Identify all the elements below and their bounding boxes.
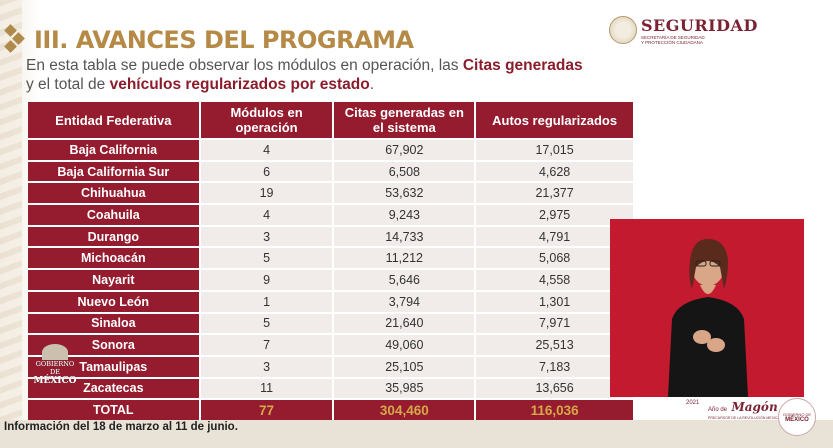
state-cell: Zacatecas <box>28 378 199 399</box>
appointments-cell: 14,733 <box>334 226 475 247</box>
cars-cell: 4,791 <box>476 226 633 247</box>
table-row: Coahuila 4 9,243 2,975 <box>28 205 633 225</box>
seal-icon <box>609 16 637 44</box>
appointments-cell: 3,794 <box>334 291 475 312</box>
state-cell: Coahuila <box>28 205 199 225</box>
total-row: TOTAL 77 304,460 116,036 <box>28 400 633 420</box>
cars-cell: 17,015 <box>476 140 633 160</box>
appointments-cell: 21,640 <box>334 313 475 334</box>
table-row: Sonora 7 49,060 25,513 <box>28 335 633 355</box>
page-title: III. AVANCES DEL PROGRAMA <box>34 26 414 54</box>
modules-cell: 1 <box>200 291 333 312</box>
footer-bar <box>0 420 833 448</box>
appointments-cell: 35,985 <box>334 378 475 399</box>
state-cell: Michoacán <box>28 248 199 269</box>
modules-cell: 4 <box>200 205 333 225</box>
appointments-cell: 6,508 <box>334 161 475 182</box>
cars-cell: 7,971 <box>476 313 633 334</box>
cars-cell: 7,183 <box>476 356 633 377</box>
eagle-icon <box>42 344 68 360</box>
appointments-cell: 53,632 <box>334 183 475 204</box>
cars-cell: 13,656 <box>476 378 633 399</box>
table-row: Nayarit 9 5,646 4,558 <box>28 270 633 290</box>
state-cell: Sinaloa <box>28 313 199 334</box>
table-row: Baja California 4 67,902 17,015 <box>28 140 633 160</box>
state-cell: Sonora <box>28 335 199 355</box>
state-cell: Baja California Sur <box>28 161 199 182</box>
seguridad-logo: SEGURIDAD SECRETARÍA DE SEGURIDAD Y PROT… <box>609 12 769 48</box>
modules-cell: 7 <box>200 335 333 355</box>
cars-cell: 1,301 <box>476 291 633 312</box>
modules-cell: 4 <box>200 140 333 160</box>
table-row: Michoacán 5 11,212 5,068 <box>28 248 633 269</box>
appointments-cell: 49,060 <box>334 335 475 355</box>
state-cell: Tamaulipas <box>28 356 199 377</box>
total-appointments: 304,460 <box>334 400 475 420</box>
gobierno-mexico-logo: GOBIERNO DE MÉXICO <box>30 344 80 388</box>
cars-cell: 4,558 <box>476 270 633 290</box>
total-modules: 77 <box>200 400 333 420</box>
modules-cell: 19 <box>200 183 333 204</box>
cars-cell: 5,068 <box>476 248 633 269</box>
modules-cell: 5 <box>200 313 333 334</box>
cars-cell: 2,975 <box>476 205 633 225</box>
title-row: III. AVANCES DEL PROGRAMA <box>4 24 414 54</box>
table-row: Sinaloa 5 21,640 7,971 <box>28 313 633 334</box>
diamond-icon <box>4 24 30 54</box>
appointments-cell: 11,212 <box>334 248 475 269</box>
total-cars: 116,036 <box>476 400 633 420</box>
modules-cell: 5 <box>200 248 333 269</box>
table-row: Chihuahua 19 53,632 21,377 <box>28 183 633 204</box>
table-row: Baja California Sur 6 6,508 4,628 <box>28 161 633 182</box>
footnote: Información del 18 de marzo al 11 de jun… <box>4 421 238 433</box>
state-cell: Baja California <box>28 140 199 160</box>
appointments-cell: 5,646 <box>334 270 475 290</box>
modules-cell: 11 <box>200 378 333 399</box>
table-row: Zacatecas 11 35,985 13,656 <box>28 378 633 399</box>
table-header-row: Entidad Federativa Módulos en operación … <box>28 102 633 138</box>
state-cell: Nuevo León <box>28 291 199 312</box>
header-appointments: Citas generadas en el sistema <box>334 102 475 138</box>
header-cars: Autos regularizados <box>476 102 633 138</box>
state-cell: Chihuahua <box>28 183 199 204</box>
intro-text: En esta tabla se puede observar los módu… <box>26 57 583 93</box>
gobierno-badge: GOBIERNO DE MÉXICO <box>778 398 816 436</box>
header-state: Entidad Federativa <box>28 102 199 138</box>
state-cell: Durango <box>28 226 199 247</box>
total-label: TOTAL <box>28 400 199 420</box>
interpreter-person-icon <box>668 239 748 397</box>
appointments-cell: 67,902 <box>334 140 475 160</box>
magon-logo: 2021 Año de Magón PRECURSOR DE LA REVOLU… <box>686 400 785 420</box>
modules-cell: 3 <box>200 356 333 377</box>
modules-cell: 9 <box>200 270 333 290</box>
appointments-cell: 9,243 <box>334 205 475 225</box>
sign-language-interpreter <box>610 219 804 397</box>
modules-cell: 6 <box>200 161 333 182</box>
state-cell: Nayarit <box>28 270 199 290</box>
progress-table: Entidad Federativa Módulos en operación … <box>26 100 635 422</box>
table-row: Nuevo León 1 3,794 1,301 <box>28 291 633 312</box>
modules-cell: 3 <box>200 226 333 247</box>
decorative-pattern <box>0 0 22 420</box>
table-row: Durango 3 14,733 4,791 <box>28 226 633 247</box>
cars-cell: 4,628 <box>476 161 633 182</box>
header-modules: Módulos en operación <box>200 102 333 138</box>
cars-cell: 25,513 <box>476 335 633 355</box>
cars-cell: 21,377 <box>476 183 633 204</box>
appointments-cell: 25,105 <box>334 356 475 377</box>
table-row: Tamaulipas 3 25,105 7,183 <box>28 356 633 377</box>
